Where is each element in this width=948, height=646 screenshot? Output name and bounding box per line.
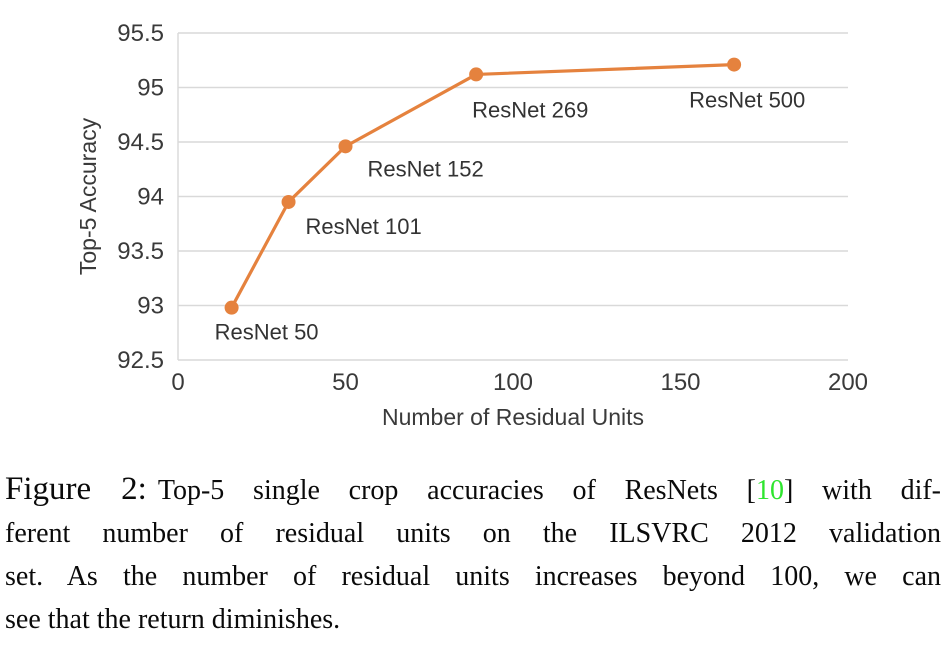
y-tick-label: 92.5 [117, 347, 164, 374]
caption-text: ] with dif- [783, 475, 941, 506]
data-point-marker [727, 57, 742, 72]
caption-line-3: set. As the number of residual units inc… [5, 561, 941, 592]
chart-svg: 92.5 93 93.5 94 94.5 95 95.5 0 50 100 150 200 Number… [75, 20, 868, 430]
caption-line-2: ferent number of residual units on the I… [5, 518, 941, 549]
y-axis-title: Top-5 Accuracy [75, 117, 101, 275]
data-point-marker [338, 139, 353, 154]
data-point-marker [281, 194, 296, 209]
x-tick-label: 0 [171, 369, 184, 396]
caption-text: Top-5 single crop accuracies of ResNets … [157, 475, 756, 506]
x-tick-label: 200 [828, 369, 868, 396]
data-point-label: ResNet 50 [215, 320, 319, 345]
citation-link[interactable]: 10 [755, 475, 784, 506]
data-point-marker [469, 67, 484, 82]
y-tick-label: 95.5 [117, 20, 164, 47]
figure-label: Figure 2: [5, 471, 147, 507]
caption-line-1: Figure 2: Top-5 single crop accuracies of… [5, 468, 941, 512]
caption-line-4: see that the return diminishes. [5, 604, 341, 635]
y-tick-label: 94 [137, 184, 164, 211]
data-point-label: ResNet 269 [472, 97, 588, 122]
x-tick-label: 100 [493, 369, 533, 396]
y-tick-label: 94.5 [117, 129, 164, 156]
data-point-label: ResNet 101 [306, 214, 422, 239]
y-tick-label: 95 [137, 75, 164, 102]
y-tick-label: 93 [137, 293, 164, 320]
figure-caption: Figure 2: Top-5 single crop accuracies of… [5, 468, 941, 641]
data-point-marker [224, 300, 239, 315]
x-tick-label: 150 [660, 369, 700, 396]
data-point-label: ResNet 152 [368, 156, 484, 181]
x-tick-label: 50 [332, 369, 359, 396]
data-point-label: ResNet 500 [689, 88, 805, 113]
x-axis-title: Number of Residual Units [382, 404, 644, 430]
y-tick-label: 93.5 [117, 238, 164, 265]
